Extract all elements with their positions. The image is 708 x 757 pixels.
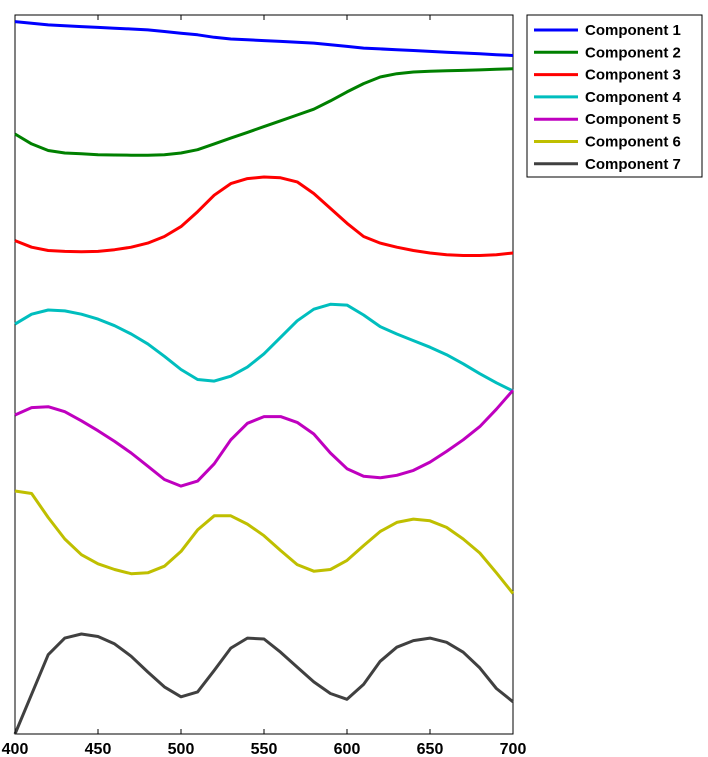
series-line-6 bbox=[14, 489, 515, 595]
series-line-4 bbox=[14, 302, 514, 393]
legend-label-2: Component 2 bbox=[585, 44, 681, 61]
series-line-3 bbox=[14, 175, 514, 257]
legend-label-5: Component 5 bbox=[585, 111, 681, 128]
x-tick-label: 500 bbox=[168, 741, 195, 757]
plot-frame bbox=[14, 14, 514, 735]
series-line-1 bbox=[14, 20, 514, 57]
series-line-7 bbox=[13, 632, 514, 735]
legend-label-4: Component 4 bbox=[585, 89, 681, 106]
x-tick-label: 400 bbox=[2, 741, 29, 757]
x-tick-label: 600 bbox=[334, 741, 361, 757]
legend-label-6: Component 6 bbox=[585, 134, 681, 151]
x-tick-label: 450 bbox=[85, 741, 112, 757]
x-tick-label: 650 bbox=[417, 741, 444, 757]
legend-label-3: Component 3 bbox=[585, 67, 681, 84]
series-layer bbox=[13, 20, 515, 735]
legend: Component 1 Component 2 Component 3 Compone… bbox=[526, 14, 703, 178]
x-tick-label: 550 bbox=[251, 741, 278, 757]
series-line-5 bbox=[14, 389, 515, 488]
x-tick-label: 700 bbox=[500, 741, 527, 757]
legend-label-7: Component 7 bbox=[585, 156, 681, 173]
legend-label-1: Component 1 bbox=[585, 22, 681, 39]
x-axis: 400 450 500 550 600 650 700 bbox=[2, 15, 527, 757]
series-line-2 bbox=[14, 67, 514, 157]
